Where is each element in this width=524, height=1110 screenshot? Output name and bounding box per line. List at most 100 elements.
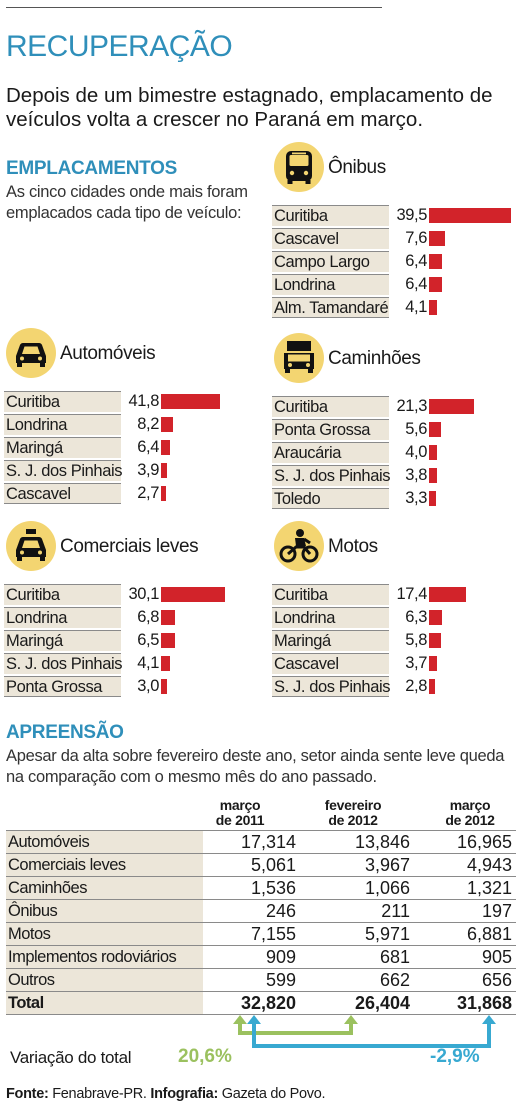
bar-category-label: Londrina [4, 414, 121, 435]
table-column-header: março de 2012 [415, 798, 524, 828]
bar-category-label: Alm. Tamandaré [272, 297, 389, 318]
table-cell-value: 5,061 [250, 855, 296, 875]
bar-row: Curitiba 21,3 [272, 395, 522, 418]
bar-category-label: Curitiba [4, 584, 121, 605]
table-cell-value: 26,404 [354, 993, 410, 1013]
bar-row: Maringá 6,4 [4, 436, 254, 459]
panel-title: Comerciais leves [60, 536, 199, 557]
table-cell-value: 1,321 [466, 878, 512, 898]
bar-row: Curitiba 17,4 [272, 583, 522, 606]
table-row: Implementos rodoviários 909 681 905 [6, 945, 516, 969]
bar-row: Londrina 6,4 [272, 273, 522, 296]
variation-positive: 20,6% [178, 1046, 232, 1067]
panel-title: Ônibus [328, 157, 386, 178]
bar-category-label: Londrina [272, 607, 389, 628]
table-cell-value: 246 [265, 901, 296, 921]
bar [429, 445, 438, 460]
table-row-label: Caminhões [6, 877, 203, 899]
bar-panel: Automóveis Curitiba 41,8 Londrina 8,2 Maringá… [4, 328, 254, 505]
table-cell-value: 7,155 [250, 924, 296, 944]
table-column-header: março de 2011 [185, 798, 295, 828]
table-column-header-line: março [219, 797, 261, 813]
bar-row: Maringá 5,8 [272, 629, 522, 652]
arrow-up-icon [247, 1015, 261, 1024]
bar-row: Campo Largo 6,4 [272, 250, 522, 273]
table-bottom-rule [6, 1014, 516, 1015]
table-cell-value: 5,971 [364, 924, 410, 944]
panel-rows: Curitiba 21,3 Ponta Grossa 5,6 Araucária 4,0 S… [272, 395, 522, 510]
table-row: Ônibus 246 211 197 [6, 899, 516, 923]
variation-arrow-positive [238, 1021, 353, 1035]
table-row: Outros 599 662 656 [6, 968, 516, 992]
table-cell-value: 1,536 [250, 878, 296, 898]
top-rule [6, 7, 382, 8]
source-label: Fonte: [6, 1086, 49, 1102]
bar-row: Cascavel 2,7 [4, 482, 254, 505]
bar-row: Ponta Grossa 5,6 [272, 418, 522, 441]
panel-title: Caminhões [328, 348, 421, 369]
bar [429, 231, 445, 246]
bar-row: Londrina 8,2 [4, 413, 254, 436]
bar-value-label: 6,8 [137, 608, 159, 626]
bar-category-label: Curitiba [272, 584, 389, 605]
bar-value-label: 3,7 [405, 654, 427, 672]
bar-value-label: 6,4 [405, 252, 427, 270]
bar-value-label: 6,5 [137, 631, 159, 649]
table-column-header-line: de 2012 [445, 812, 495, 828]
bar [161, 394, 221, 409]
bar [161, 463, 167, 478]
panel-rows: Curitiba 41,8 Londrina 8,2 Maringá 6,4 S. J. d… [4, 390, 254, 505]
bar [429, 208, 511, 223]
truck-icon [274, 333, 324, 383]
table-row-label: Motos [6, 923, 203, 945]
table-row: Automóveis 17,314 13,846 16,965 [6, 830, 516, 854]
bar-value-label: 41,8 [128, 392, 159, 410]
bar-row: Toledo 3,3 [272, 487, 522, 510]
bar-category-label: S. J. dos Pinhais [272, 465, 391, 486]
table-row-label: Total [6, 992, 203, 1014]
table-column-header-line: fevereiro [324, 797, 382, 813]
bar-value-label: 4,1 [137, 654, 159, 672]
bar-category-label: Cascavel [4, 483, 121, 504]
table-cell-value: 4,943 [466, 855, 512, 875]
bar-value-label: 6,4 [405, 275, 427, 293]
bar-category-label: Ponta Grossa [4, 676, 121, 697]
bar-category-label: Londrina [272, 274, 389, 295]
taxi-icon [6, 521, 56, 571]
bar-value-label: 21,3 [396, 397, 427, 415]
bar-category-label: Cascavel [272, 228, 389, 249]
bar-category-label: Londrina [4, 607, 121, 628]
table-cell-value: 211 [381, 901, 410, 921]
bar-category-label: Campo Largo [272, 251, 389, 272]
bar-value-label: 3,3 [405, 489, 427, 507]
bar-value-label: 5,8 [405, 631, 427, 649]
table-cell-value: 6,881 [466, 924, 512, 944]
section-desc-apreensao: Apesar da alta sobre fevereiro deste ano… [6, 747, 505, 786]
panel-rows: Curitiba 39,5 Cascavel 7,6 Campo Largo 6,4 Lon… [272, 204, 522, 319]
table-column-header-line: de 2012 [328, 812, 378, 828]
bar-row: Curitiba 39,5 [272, 204, 522, 227]
bar [429, 656, 437, 671]
table-cell-value: 17,314 [240, 832, 296, 852]
page-subtitle: Depois de um bimestre estagnado, emplaca… [6, 84, 493, 131]
bar-row: Londrina 6,8 [4, 606, 254, 629]
table-row-label: Automóveis [6, 831, 203, 853]
bar-row: S. J. dos Pinhais 3,8 [272, 464, 522, 487]
bar-category-label: S. J. dos Pinhais [4, 653, 123, 674]
bar [161, 486, 166, 501]
table-row-label: Outros [6, 969, 203, 991]
bar-panel: Comerciais leves Curitiba 30,1 Londrina 6,8 M… [4, 521, 254, 698]
panel-rows: Curitiba 30,1 Londrina 6,8 Maringá 6,5 S. J. d… [4, 583, 254, 698]
table-cell-value: 905 [481, 947, 512, 967]
panel-header: Automóveis [4, 328, 254, 390]
bar-value-label: 3,0 [137, 677, 159, 695]
section-desc-emplacamentos: As cinco cidades onde mais foram emplaca… [6, 183, 248, 222]
bar-category-label: Toledo [272, 488, 389, 509]
section-title-apreensao: APREENSÃO [6, 722, 124, 743]
table-cell-value: 16,965 [456, 832, 512, 852]
bar-value-label: 30,1 [128, 585, 159, 603]
bar-row: Curitiba 41,8 [4, 390, 254, 413]
source-credit: Fonte: Fenabrave-PR. Infografia: Gazeta … [6, 1086, 326, 1102]
bar [429, 399, 474, 414]
panel-rows: Curitiba 17,4 Londrina 6,3 Maringá 5,8 Cascave… [272, 583, 522, 698]
